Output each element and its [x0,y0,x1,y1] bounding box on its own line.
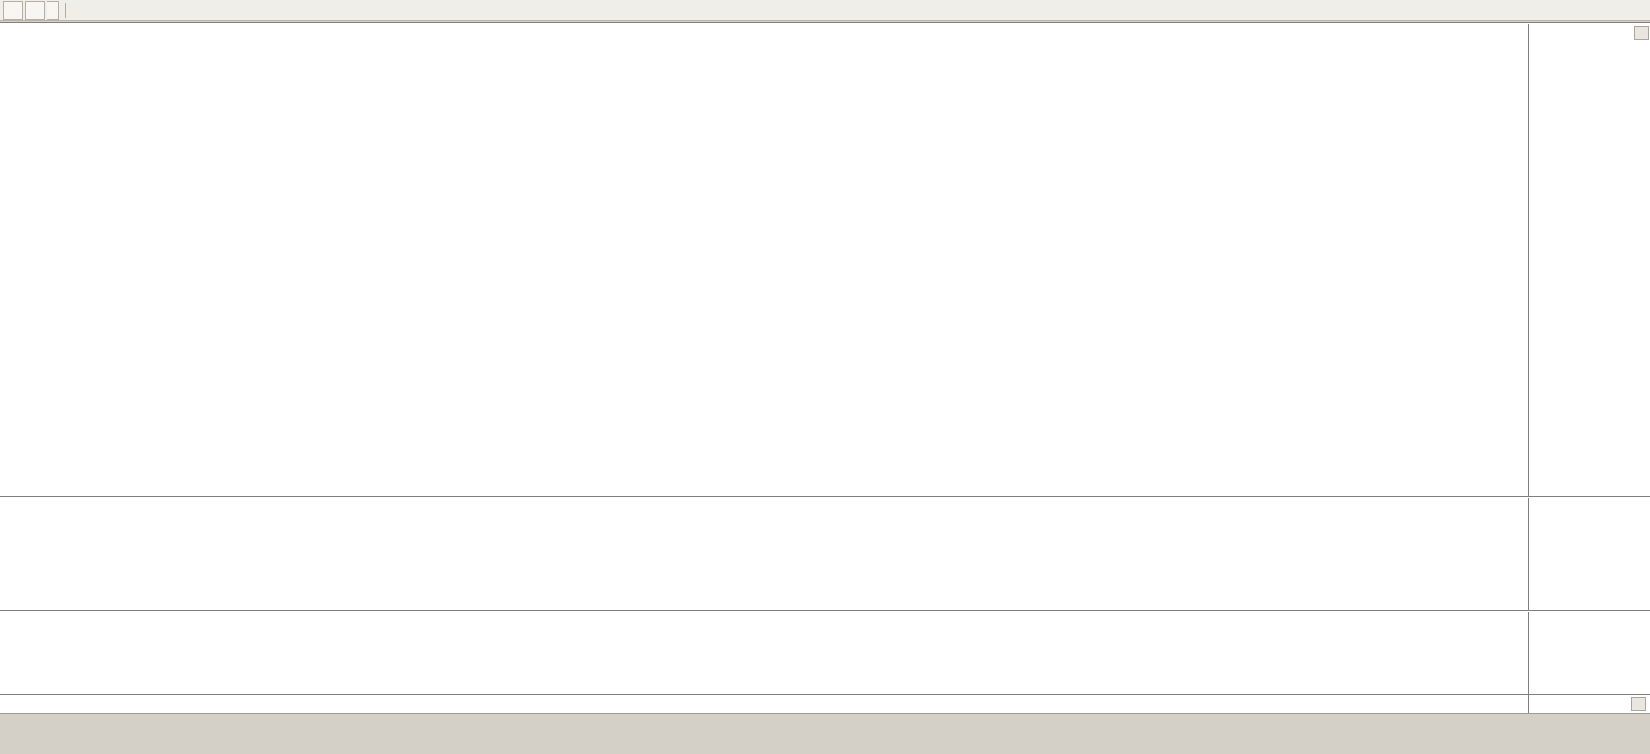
rsi-axis[interactable] [1528,498,1650,610]
price-panel [0,22,1650,496]
macd-panel [0,610,1650,694]
crosshair-tool-button[interactable] [25,0,45,20]
main-toolbar [0,0,1650,21]
ohlc-readout [6,28,30,40]
chart-tab-bar [0,713,1650,733]
scroll-left-button[interactable] [1631,697,1646,711]
price-axis[interactable] [1528,24,1650,496]
rsi-panel [0,496,1650,610]
tool-dropdown-button[interactable] [47,0,59,20]
macd-axis[interactable] [1528,612,1650,694]
status-bar [0,733,1650,754]
scroll-up-button[interactable] [1634,26,1649,40]
macd-canvas[interactable] [0,612,1528,694]
text-tool-button[interactable] [3,0,23,20]
price-chart-canvas[interactable] [0,24,1528,496]
time-axis-corner [1528,695,1650,713]
toolbar-separator [65,2,66,18]
rsi-canvas[interactable] [0,498,1528,610]
time-labels [0,695,1528,713]
time-axis[interactable] [0,694,1650,713]
